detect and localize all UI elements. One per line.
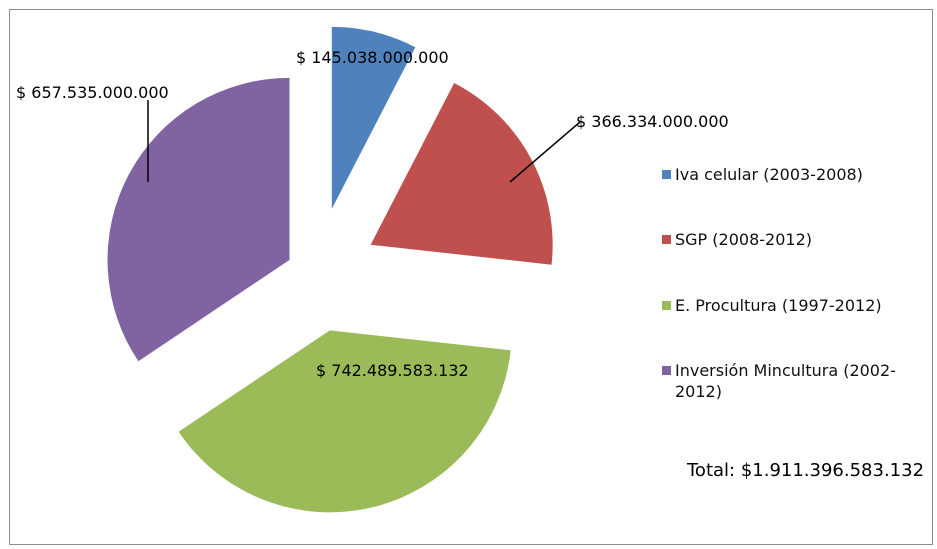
pie-slice-iva-celular <box>331 26 416 209</box>
total-label: Total: $1.911.396.583.132 <box>687 460 925 481</box>
data-label-procultura: $ 742.489.583.132 <box>316 361 469 380</box>
legend-swatch <box>662 366 671 375</box>
pie-slice-procultura <box>178 330 511 513</box>
data-label-mincultura: $ 657.535.000.000 <box>16 83 169 102</box>
legend-swatch <box>662 301 671 310</box>
legend-label: SGP (2008-2012) <box>675 230 812 249</box>
legend-label: Inversión Mincultura (2002-2012) <box>675 361 896 401</box>
legend-swatch <box>662 170 671 179</box>
legend-item-iva-celular: Iva celular (2003-2008) <box>662 164 932 185</box>
legend-swatch <box>662 235 671 244</box>
pie-slice-sgp <box>370 83 553 265</box>
leader-line-sgp <box>509 121 581 183</box>
data-label-sgp: $ 366.334.000.000 <box>576 112 729 131</box>
legend-item-procultura: E. Procultura (1997-2012) <box>662 295 932 316</box>
pie-slice-mincultura <box>107 77 290 362</box>
legend-label: E. Procultura (1997-2012) <box>675 296 882 315</box>
legend-item-mincultura: Inversión Mincultura (2002-2012) <box>662 360 927 402</box>
legend: Iva celular (2003-2008) SGP (2008-2012) … <box>662 164 932 402</box>
legend-label: Iva celular (2003-2008) <box>675 165 863 184</box>
legend-item-sgp: SGP (2008-2012) <box>662 229 932 250</box>
data-label-iva-celular: $ 145.038.000.000 <box>296 48 449 67</box>
